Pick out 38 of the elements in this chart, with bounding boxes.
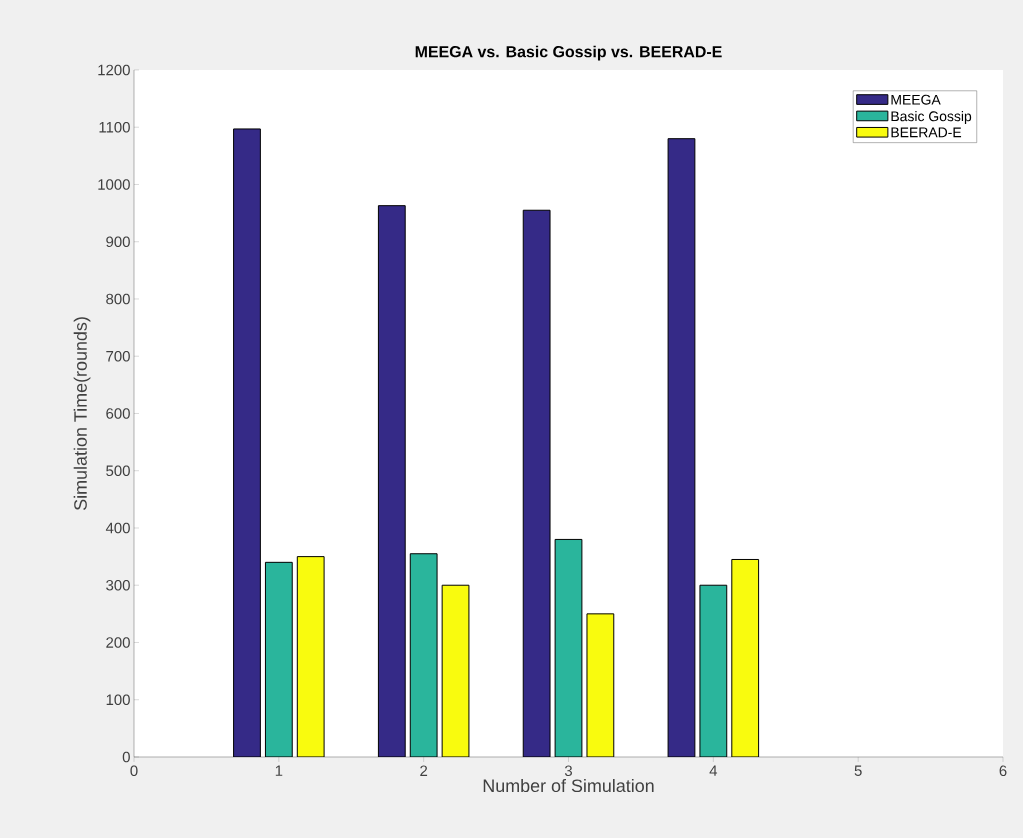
x-tick-label: 3 xyxy=(564,765,573,777)
bar xyxy=(441,584,470,757)
y-tick-label: 400 xyxy=(105,522,130,534)
bar xyxy=(377,205,406,757)
bar xyxy=(233,128,261,757)
bar xyxy=(699,584,728,757)
x-tick-label: 5 xyxy=(854,765,862,776)
bar xyxy=(296,556,325,757)
x-tick-label: 2 xyxy=(420,765,428,776)
y-tick-label: 1100 xyxy=(99,121,130,133)
bar xyxy=(667,138,696,757)
bar xyxy=(586,613,615,757)
x-tick-label: 0 xyxy=(130,765,138,777)
x-tick-label: 6 xyxy=(999,765,1007,777)
y-tick-label: 1000 xyxy=(98,179,130,190)
bar xyxy=(554,538,583,757)
y-tick-label: 600 xyxy=(106,408,130,419)
y-tick-label: 200 xyxy=(106,637,130,648)
y-tick-label: 100 xyxy=(106,694,130,706)
y-axis-title: Simulation Time(rounds) xyxy=(73,317,91,511)
bar xyxy=(264,561,293,757)
y-tick-label: 1200 xyxy=(98,64,130,76)
bar xyxy=(731,558,760,757)
legend-label: Basic Gossip xyxy=(891,110,972,124)
y-tick-label: 700 xyxy=(106,350,130,362)
x-axis-title: Number of Simulation xyxy=(483,778,654,793)
y-tick-label: 300 xyxy=(106,579,130,591)
x-tick-label: 1 xyxy=(275,765,283,776)
legend-label: MEEGA xyxy=(891,94,941,105)
legend-label: BEERAD-E xyxy=(891,127,962,138)
bar xyxy=(409,553,438,757)
y-tick-label: 800 xyxy=(106,293,130,305)
y-tick-label: 900 xyxy=(106,236,130,248)
bar xyxy=(522,209,551,757)
chart-title: MEEGA vs. Basic Gossip vs. BEERAD-E xyxy=(415,45,722,61)
y-tick-label: 0 xyxy=(122,751,130,763)
y-tick-label: 500 xyxy=(106,465,130,477)
x-tick-label: 4 xyxy=(709,765,718,776)
